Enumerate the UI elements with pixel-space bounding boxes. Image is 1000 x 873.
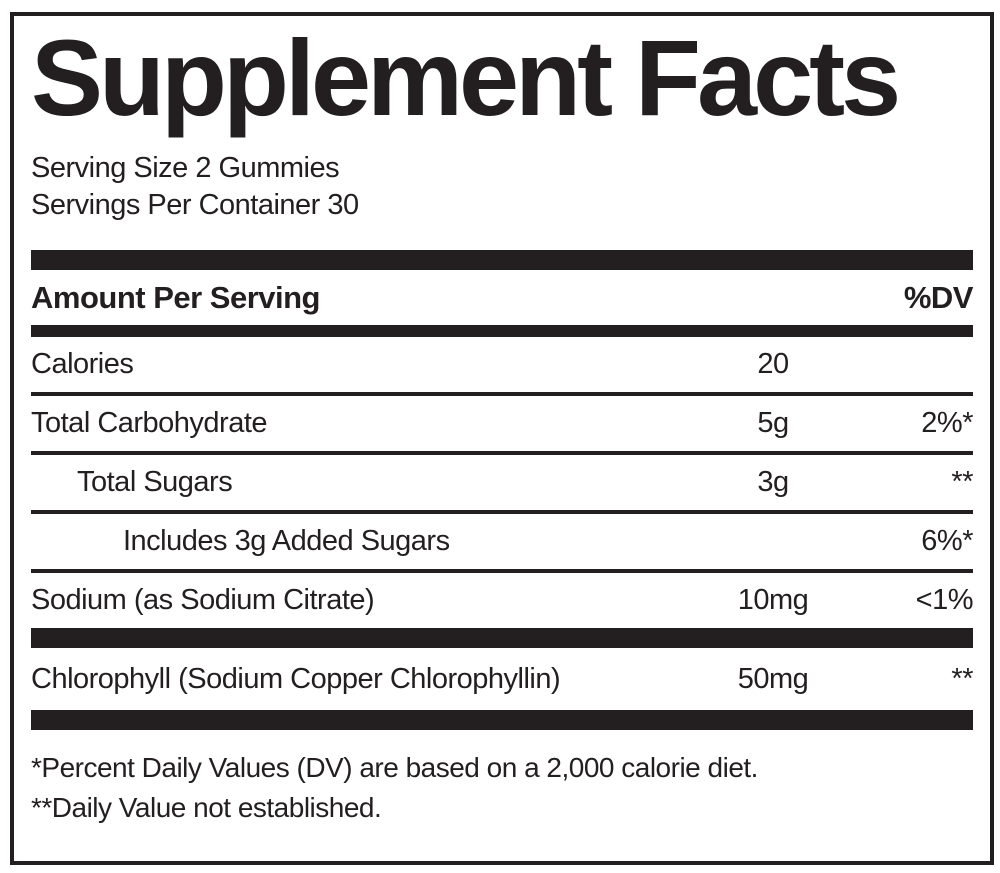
supplement-facts-label: Supplement Facts Serving Size 2 Gummies … — [10, 12, 994, 865]
nutrient-dv: <1% — [915, 584, 974, 617]
nutrient-amount: 3g — [757, 466, 789, 499]
nutrient-row: Sodium (as Sodium Citrate) 10mg <1% — [31, 573, 974, 628]
label-title: Supplement Facts — [31, 17, 901, 138]
dv-header: %DV — [903, 279, 974, 315]
nutrient-amount: 10mg — [737, 584, 809, 617]
nutrient-rows: Calories 20 Total Carbohydrate 5g 2%* Total S… — [31, 337, 974, 731]
amount-per-serving-header: Amount Per Serving — [31, 279, 321, 315]
nutrient-name: Calories — [31, 348, 134, 381]
footnotes: *Percent Daily Values (DV) are based on … — [31, 748, 973, 828]
nutrient-amount: 50mg — [737, 662, 809, 695]
serving-size-text: Serving Size 2 Gummies — [31, 152, 340, 185]
nutrient-dv: 2%* — [921, 407, 973, 440]
nutrient-dv: ** — [951, 466, 973, 499]
nutrient-row: Calories 20 — [31, 337, 973, 397]
thick-divider — [31, 710, 973, 731]
nutrient-name: Total Sugars — [77, 466, 233, 499]
nutrient-row: Includes 3g Added Sugars 6%* — [31, 514, 974, 574]
nutrient-amount: 20 — [757, 348, 789, 381]
nutrient-row: Total Sugars 3g ** — [31, 455, 974, 515]
footnote-daily-values: *Percent Daily Values (DV) are based on … — [31, 752, 758, 784]
nutrient-dv: 6%* — [921, 525, 973, 558]
servings-per-container-text: Servings Per Container 30 — [31, 189, 359, 222]
thick-divider — [31, 628, 973, 649]
nutrient-name: Includes 3g Added Sugars — [123, 525, 450, 558]
medium-divider-header — [31, 325, 973, 338]
footnote-dv-not-established: **Daily Value not established. — [31, 792, 382, 824]
nutrient-amount: 5g — [757, 407, 789, 440]
nutrient-dv: ** — [951, 662, 973, 695]
nutrient-row: Chlorophyll (Sodium Copper Chlorophyllin… — [31, 648, 974, 710]
nutrient-name: Chlorophyll (Sodium Copper Chlorophyllin… — [31, 662, 561, 695]
table-header-row: Amount Per Serving %DV — [31, 270, 974, 325]
serving-info: Serving Size 2 Gummies Servings Per Cont… — [31, 150, 973, 224]
nutrient-name: Sodium (as Sodium Citrate) — [31, 584, 375, 617]
nutrient-name: Total Carbohydrate — [31, 407, 268, 440]
nutrient-row: Total Carbohydrate 5g 2%* — [31, 396, 974, 456]
thick-divider-top — [31, 250, 973, 271]
